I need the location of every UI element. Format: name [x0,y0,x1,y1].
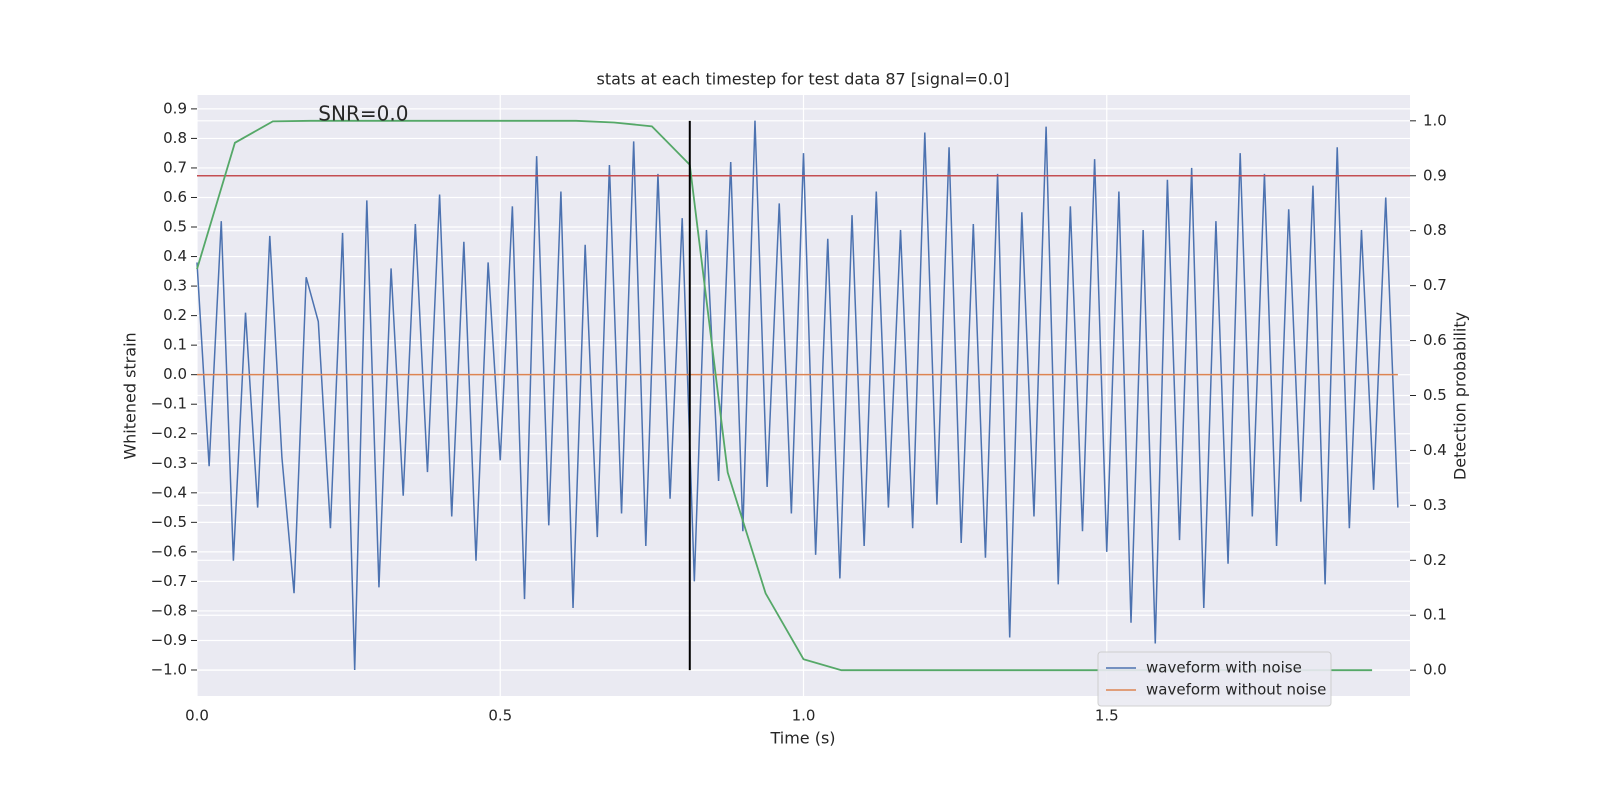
y-axis-label: Whitened strain [121,332,140,459]
legend-box [1097,651,1332,707]
y-tick-label: −0.2 [151,424,187,442]
y-tick-label: 0.3 [163,277,187,295]
y2-tick-label: 1.0 [1423,111,1447,129]
y-tick-label: −1.0 [151,661,187,679]
y-tick-label: −0.4 [151,483,187,501]
y-tick-label: 0.7 [163,158,187,176]
y2-tick-label: 0.7 [1423,276,1447,294]
series-line [196,120,1399,671]
y2-tick-label: 0.6 [1423,331,1447,349]
x-tick-label: 0.5 [488,707,512,725]
y-tick-label: −0.3 [151,454,187,472]
y2-tick-label: 0.1 [1423,606,1447,624]
y-tick-label: 0.6 [163,188,187,206]
y2-tick-label: 0.4 [1423,441,1447,459]
y-tick-label: 0.9 [163,99,187,117]
annotation: SNR=0.0 [318,101,408,125]
y-tick-label: −0.5 [151,513,187,531]
legend-label: waveform without noise [1146,681,1326,699]
x-tick-label: 1.0 [792,707,816,725]
y2-tick-label: 0.2 [1423,551,1447,569]
y-tick-label: −0.8 [151,601,187,619]
y-tick-label: 0.1 [163,336,187,354]
y-tick-label: 0.2 [163,306,187,324]
y2-tick-label: 0.8 [1423,221,1447,239]
chart-title: stats at each timestep for test data 87 … [597,70,1010,89]
x-tick-label: 1.5 [1095,707,1119,725]
y2-tick-label: 0.0 [1423,661,1447,679]
y2-axis-label: Detection probability [1451,312,1470,480]
y-tick-label: −0.9 [151,631,187,649]
y-tick-label: −0.7 [151,572,187,590]
y2-tick-label: 0.9 [1423,166,1447,184]
x-axis-label: Time (s) [769,729,835,748]
y2-tick-label: 0.3 [1423,496,1447,514]
y-tick-label: −0.6 [151,542,187,560]
y-tick-label: 0.8 [163,129,187,147]
y2-tick-label: 0.5 [1423,386,1447,404]
y-tick-label: 0.4 [163,247,187,265]
y-tick-label: 0.0 [163,365,187,383]
y-tick-label: 0.5 [163,218,187,236]
x-tick-label: 0.0 [185,707,209,725]
y-tick-label: −0.1 [151,395,187,413]
legend-label: waveform with noise [1146,659,1302,677]
